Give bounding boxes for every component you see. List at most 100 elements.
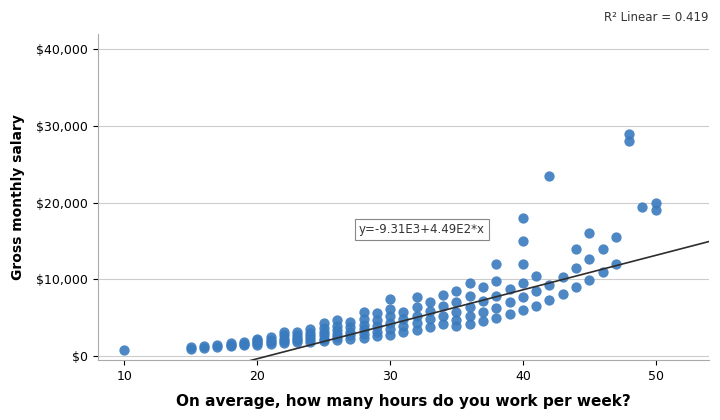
- Point: [305, 338, 316, 345]
- Point: [477, 318, 489, 324]
- Point: [198, 343, 210, 349]
- X-axis label: On average, how many hours do you work per week?: On average, how many hours do you work p…: [176, 394, 631, 409]
- Point: [358, 321, 369, 328]
- Point: [411, 327, 423, 333]
- Point: [278, 335, 289, 342]
- Point: [531, 302, 542, 309]
- Point: [265, 337, 276, 344]
- Point: [438, 291, 449, 298]
- Point: [477, 284, 489, 291]
- Point: [397, 323, 409, 330]
- Point: [490, 315, 502, 321]
- Point: [517, 215, 528, 221]
- Point: [544, 173, 555, 179]
- Point: [344, 328, 356, 335]
- Point: [597, 268, 608, 275]
- Point: [397, 316, 409, 323]
- Point: [251, 340, 263, 346]
- Point: [438, 303, 449, 310]
- Point: [331, 331, 343, 337]
- Point: [305, 336, 316, 343]
- Point: [544, 297, 555, 304]
- Point: [624, 130, 635, 137]
- Point: [251, 341, 263, 348]
- Point: [584, 277, 595, 284]
- Point: [411, 312, 423, 319]
- Point: [265, 339, 276, 346]
- Point: [238, 342, 250, 349]
- Point: [464, 320, 475, 327]
- Point: [344, 324, 356, 331]
- Point: [570, 284, 582, 291]
- Point: [251, 335, 263, 342]
- Point: [292, 334, 303, 341]
- Point: [238, 341, 250, 347]
- Point: [292, 328, 303, 335]
- Point: [477, 308, 489, 315]
- Point: [225, 340, 236, 346]
- Point: [570, 265, 582, 271]
- Point: [225, 341, 236, 348]
- Point: [344, 318, 356, 325]
- Point: [331, 322, 343, 329]
- Point: [278, 329, 289, 336]
- Point: [318, 320, 330, 327]
- Point: [371, 317, 382, 323]
- Point: [424, 307, 436, 314]
- Point: [265, 341, 276, 347]
- Point: [464, 313, 475, 320]
- Text: R² Linear = 0.419: R² Linear = 0.419: [604, 11, 709, 24]
- Point: [451, 323, 462, 330]
- Point: [438, 312, 449, 319]
- Point: [371, 310, 382, 317]
- Point: [584, 255, 595, 262]
- Point: [384, 331, 396, 338]
- Point: [278, 340, 289, 346]
- Point: [212, 342, 223, 349]
- Point: [384, 296, 396, 303]
- Point: [477, 298, 489, 304]
- Point: [358, 308, 369, 315]
- Point: [278, 338, 289, 344]
- Point: [358, 326, 369, 333]
- Point: [411, 320, 423, 327]
- Point: [610, 234, 621, 241]
- Point: [490, 261, 502, 268]
- Point: [464, 293, 475, 300]
- Point: [371, 323, 382, 330]
- Point: [557, 274, 569, 281]
- Point: [305, 326, 316, 333]
- Point: [451, 309, 462, 316]
- Point: [570, 245, 582, 252]
- Point: [624, 138, 635, 144]
- Point: [331, 317, 343, 323]
- Point: [424, 316, 436, 323]
- Point: [225, 343, 236, 349]
- Point: [278, 332, 289, 339]
- Point: [464, 304, 475, 310]
- Point: [185, 344, 197, 350]
- Point: [198, 344, 210, 351]
- Point: [438, 320, 449, 327]
- Point: [544, 281, 555, 288]
- Y-axis label: Gross monthly salary: Gross monthly salary: [11, 114, 25, 280]
- Point: [119, 347, 130, 354]
- Point: [331, 327, 343, 333]
- Point: [292, 337, 303, 344]
- Point: [251, 338, 263, 345]
- Point: [584, 230, 595, 237]
- Point: [490, 278, 502, 284]
- Point: [464, 280, 475, 287]
- Point: [384, 313, 396, 320]
- Point: [650, 200, 662, 206]
- Point: [451, 288, 462, 294]
- Point: [318, 338, 330, 344]
- Point: [371, 328, 382, 335]
- Point: [557, 291, 569, 297]
- Point: [344, 332, 356, 339]
- Point: [490, 292, 502, 299]
- Point: [531, 288, 542, 294]
- Point: [517, 294, 528, 300]
- Point: [610, 261, 621, 268]
- Point: [384, 326, 396, 333]
